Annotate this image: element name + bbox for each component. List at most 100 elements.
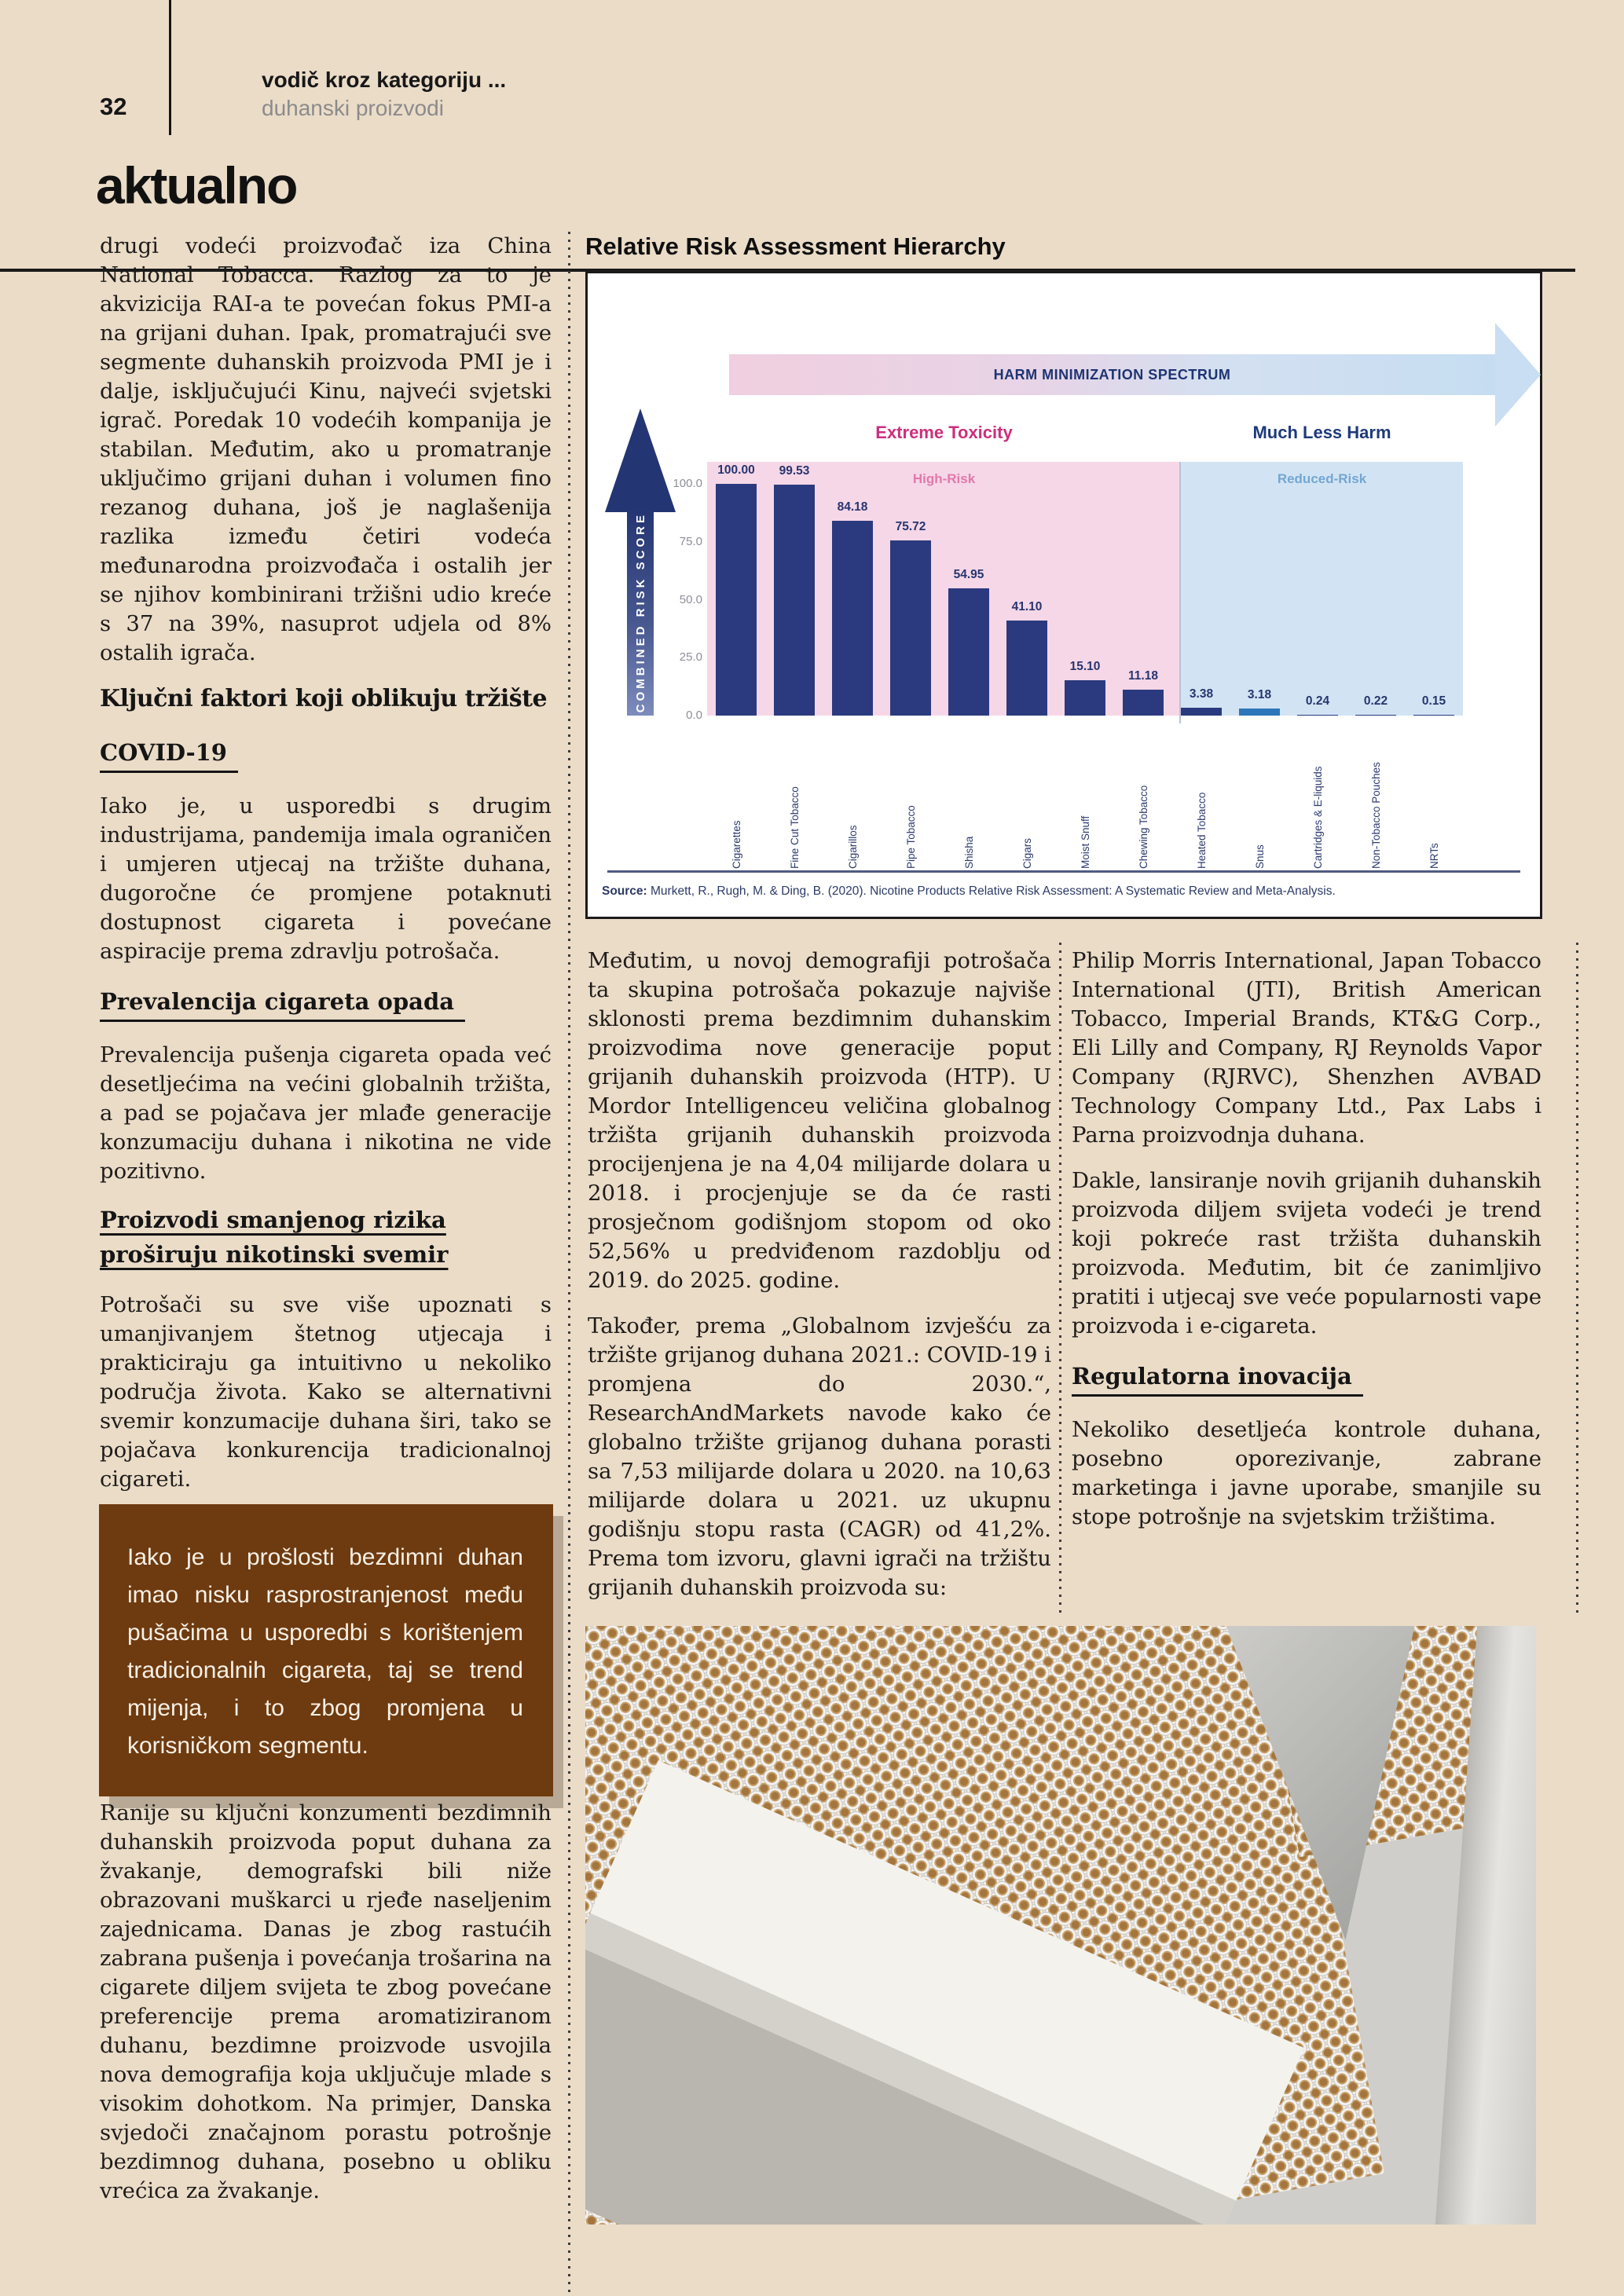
bar-value-label: 99.53 bbox=[779, 464, 810, 478]
bar-value-label: 15.10 bbox=[1069, 660, 1101, 674]
bar-category-label: NRTs bbox=[1428, 843, 1440, 869]
bar-slot: 15.10 bbox=[1056, 462, 1114, 716]
bar-category-label: Snus bbox=[1253, 844, 1266, 869]
paragraph: Međutim, u novoj demografiji potrošača t… bbox=[588, 948, 1051, 1293]
bar-category-label: Heated Tobacco bbox=[1195, 792, 1208, 869]
breadcrumb: vodič kroz kategoriju ... duhanski proiz… bbox=[262, 66, 506, 123]
category-slot: Fine Cut Tobacco bbox=[765, 727, 823, 870]
bar-category-label: Chewing Tobacco bbox=[1137, 785, 1149, 869]
bar-slot: 75.72 bbox=[882, 462, 940, 716]
paragraph: Iako je, u usporedbi s drugim industrija… bbox=[100, 793, 552, 964]
paragraph: Prevalencija pušenja cigareta opada već … bbox=[100, 1042, 552, 1184]
bar-slot: 54.95 bbox=[940, 462, 998, 716]
bar-slot: 0.24 bbox=[1289, 462, 1347, 716]
bar-slot: 3.38 bbox=[1172, 462, 1230, 716]
left-column-bottom: Ranije su ključni konzumenti bezdimnih d… bbox=[100, 1799, 552, 2222]
photo-cigarette-production bbox=[585, 1626, 1536, 2225]
bar-category-label: Cigarettes bbox=[730, 820, 742, 869]
bar-value-label: 11.18 bbox=[1128, 669, 1158, 683]
category-slot: Chewing Tobacco bbox=[1114, 727, 1172, 870]
bar-category-label: Pipe Tobacco bbox=[904, 805, 917, 869]
chart-source-prefix: Source: bbox=[602, 884, 647, 898]
chart-plot-area: High-Risk Reduced-Risk 100.00 99.53 84.18 7… bbox=[707, 462, 1463, 723]
spectrum-arrowhead-icon bbox=[1495, 323, 1541, 427]
bar-slot: 84.18 bbox=[823, 462, 882, 716]
bar-category-label: Cigars bbox=[1021, 837, 1033, 869]
bar-cartridges-e-liquids bbox=[1297, 715, 1338, 716]
bar-value-label: 100.00 bbox=[717, 463, 755, 477]
bar-value-label: 0.22 bbox=[1363, 694, 1388, 708]
callout-text: Iako je u prošlosti bezdimni duhan imao … bbox=[127, 1544, 523, 1759]
zone-title-much-less-harm: Much Less Harm bbox=[1252, 423, 1391, 442]
zone-title-extreme-toxicity: Extreme Toxicity bbox=[875, 423, 1013, 442]
bar-slot: 0.15 bbox=[1405, 462, 1463, 716]
bar-moist-snuff bbox=[1065, 680, 1105, 716]
zone-divider bbox=[1179, 462, 1181, 723]
spectrum-arrow: HARM MINIMIZATION SPECTRUM bbox=[729, 354, 1495, 395]
chart-title: Relative Risk Assessment Hierarchy bbox=[585, 233, 1006, 260]
right-column: Philip Morris International, Japan Tobac… bbox=[1072, 947, 1542, 1548]
paragraph: Također, prema „Globalnom izvješću za tr… bbox=[588, 1313, 1051, 1600]
paragraph: Dakle, lansiranje novih grijanih duhansk… bbox=[1072, 1168, 1542, 1338]
source-divider bbox=[607, 870, 1520, 873]
bar-cigarillos bbox=[832, 520, 873, 716]
y-axis-tick-label: 75.0 bbox=[679, 534, 702, 548]
y-axis-label: COMBINED RISK SCORE bbox=[633, 511, 647, 713]
bar-value-label: 0.15 bbox=[1421, 694, 1446, 708]
bar-value-label: 3.18 bbox=[1247, 687, 1272, 701]
category-slot: Cigars bbox=[998, 727, 1056, 870]
category-slot: Non-Tobacco Pouches bbox=[1347, 727, 1405, 870]
column-separator-left bbox=[568, 232, 570, 2294]
category-slot: Cigarillos bbox=[823, 727, 882, 870]
subheading-prevalencija: Prevalencija cigareta opada bbox=[100, 987, 466, 1022]
paragraph: Philip Morris International, Japan Tobac… bbox=[1072, 948, 1542, 1148]
column-separator-right bbox=[1576, 943, 1578, 1614]
bar-shisha bbox=[948, 588, 989, 716]
header-rule bbox=[0, 269, 1575, 272]
bar-value-label: 0.24 bbox=[1305, 694, 1330, 708]
bar-value-label: 75.72 bbox=[895, 519, 926, 533]
bar-category-label: Non-Tobacco Pouches bbox=[1369, 762, 1382, 869]
bar-snus bbox=[1239, 708, 1280, 716]
bars-row: 100.00 99.53 84.18 75.72 54.95 41.10 15.10 11.1… bbox=[707, 462, 1463, 716]
y-axis-arrowhead-icon bbox=[605, 408, 676, 512]
bar-category-label: Cigarillos bbox=[846, 825, 859, 869]
bar-pipe-tobacco bbox=[890, 540, 931, 716]
category-labels-row: Cigarettes Fine Cut Tobacco Cigarillos Pipe… bbox=[707, 727, 1463, 870]
header-divider bbox=[169, 0, 171, 135]
y-axis-arrow: COMBINED RISK SCORE bbox=[627, 509, 654, 716]
bar-cigars bbox=[1006, 620, 1047, 716]
bar-slot: 100.00 bbox=[707, 462, 765, 716]
bar-slot: 99.53 bbox=[765, 462, 823, 716]
bar-slot: 0.22 bbox=[1347, 462, 1405, 716]
bar-slot: 11.18 bbox=[1114, 462, 1172, 716]
category-slot: Heated Tobacco bbox=[1172, 727, 1230, 870]
page-number: 32 bbox=[100, 93, 127, 120]
bar-category-label: Fine Cut Tobacco bbox=[788, 786, 801, 869]
kicker-subtitle: duhanski proizvodi bbox=[262, 96, 444, 120]
reduced-risk-zone bbox=[1181, 462, 1463, 716]
bar-chewing-tobacco bbox=[1123, 690, 1164, 716]
bar-slot: 41.10 bbox=[998, 462, 1056, 716]
y-axis-tick-label: 100.0 bbox=[673, 477, 702, 490]
bar-heated-tobacco bbox=[1181, 708, 1222, 716]
section-heading: Ključni faktori koji oblikuju tržište bbox=[100, 685, 548, 712]
category-slot: Snus bbox=[1230, 727, 1289, 870]
bar-non-tobacco-pouches bbox=[1355, 715, 1396, 716]
column-separator-middle bbox=[1059, 943, 1061, 1614]
paragraph: Potrošači su sve više upoznati s umanjiv… bbox=[100, 1292, 552, 1492]
bar-fine-cut-tobacco bbox=[774, 485, 815, 716]
risk-chart: HARM MINIMIZATION SPECTRUM Extreme Toxic… bbox=[585, 271, 1542, 919]
chart-source-text: Murkett, R., Rugh, M. & Ding, B. (2020).… bbox=[647, 884, 1336, 898]
y-axis-tick-label: 50.0 bbox=[679, 592, 702, 606]
paragraph: drugi vodeći proizvođač iza China Nation… bbox=[100, 233, 552, 665]
left-column: drugi vodeći proizvođač iza China Nation… bbox=[100, 232, 552, 1511]
bar-nrts bbox=[1413, 715, 1454, 716]
subheading-covid19: COVID-19 bbox=[100, 738, 238, 773]
bar-slot: 3.18 bbox=[1230, 462, 1289, 716]
category-slot: Cigarettes bbox=[707, 727, 765, 870]
subheading-regulatorna: Regulatorna inovacija bbox=[1072, 1362, 1363, 1397]
paragraph: Nekoliko desetljeća kontrole duhana, pos… bbox=[1072, 1417, 1542, 1529]
bar-category-label: Cartridges & E-liquids bbox=[1311, 766, 1324, 869]
